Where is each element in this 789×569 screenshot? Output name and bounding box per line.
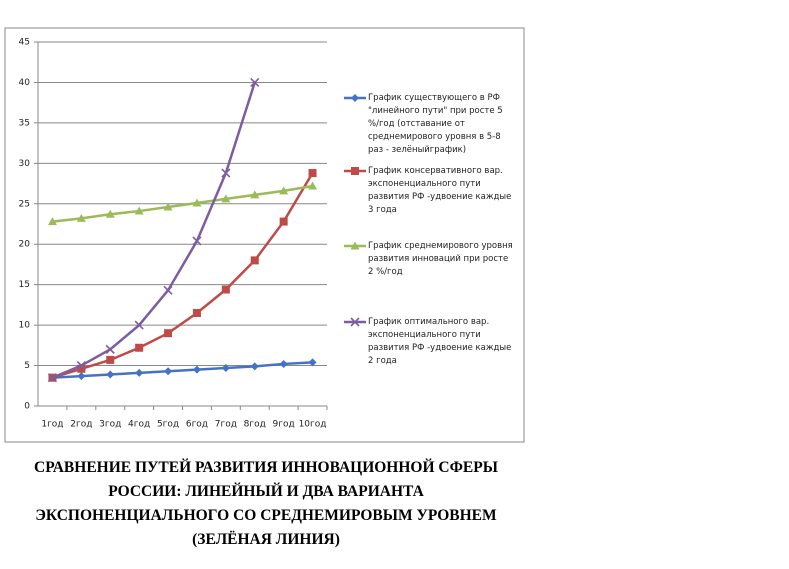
legend-marker — [350, 241, 360, 250]
legend-marker — [350, 317, 360, 327]
y-tick-label: 5 — [24, 361, 30, 371]
y-tick-label: 20 — [19, 240, 31, 250]
data-point — [134, 206, 144, 215]
x-tick-label: 5год — [157, 420, 179, 430]
data-point — [192, 198, 202, 207]
data-point — [76, 360, 86, 371]
chart-title: СРАВНЕНИЕ ПУТЕЙ РАЗВИТИЯ ИННОВАЦИОННОЙ С… — [34, 459, 498, 548]
data-point — [135, 343, 144, 352]
y-tick-label: 25 — [19, 199, 30, 209]
y-tick-label: 45 — [19, 38, 30, 48]
data-point — [250, 190, 260, 199]
data-point — [192, 308, 201, 317]
series-line — [52, 184, 313, 223]
data-point — [47, 217, 57, 226]
y-tick-label: 35 — [19, 118, 30, 128]
data-point — [76, 213, 86, 222]
data-point — [105, 344, 115, 354]
x-tick-label: 1год — [41, 420, 63, 430]
data-point — [164, 329, 173, 338]
x-tick-label: 4год — [128, 420, 150, 430]
x-tick-label: 6год — [186, 420, 208, 430]
legend-label: График оптимального вар. экспоненциально… — [368, 317, 512, 366]
legend-marker — [351, 94, 359, 102]
data-point — [105, 209, 115, 218]
series-line — [51, 82, 256, 379]
data-point — [221, 363, 230, 372]
data-point — [250, 77, 260, 88]
data-point — [192, 365, 201, 374]
legend-label: График консервативного вар. экспоненциал… — [368, 166, 512, 215]
data-point — [192, 236, 202, 246]
data-point — [250, 362, 259, 371]
data-point — [164, 367, 173, 376]
legend-label: График среднемирового уровня развития ин… — [368, 241, 513, 277]
y-tick-label: 30 — [19, 159, 31, 169]
chart-border — [4, 27, 525, 443]
data-point — [77, 364, 86, 373]
data-point — [163, 202, 173, 211]
x-tick-label: 8год — [244, 420, 266, 430]
data-point — [163, 285, 173, 295]
data-point — [308, 181, 318, 190]
legend-label: График существующего в РФ "линейного пут… — [368, 93, 503, 155]
y-tick-label: 40 — [19, 78, 31, 88]
data-point — [135, 368, 144, 377]
data-point — [250, 256, 259, 265]
y-tick-label: 10 — [19, 321, 31, 331]
series-line — [52, 172, 314, 379]
series-line — [52, 361, 313, 379]
x-tick-label: 7год — [215, 420, 237, 430]
y-tick-label: 15 — [19, 280, 30, 290]
x-tick-label: 10год — [299, 420, 327, 430]
data-point — [221, 285, 230, 294]
x-tick-label: 3год — [99, 420, 121, 430]
data-point — [308, 169, 317, 178]
data-point — [279, 359, 288, 368]
y-tick-label: 0 — [24, 402, 30, 412]
data-point — [221, 194, 231, 203]
x-tick-label: 2год — [70, 420, 92, 430]
x-tick-label: 9год — [273, 420, 295, 430]
data-point — [134, 320, 144, 330]
data-point — [47, 373, 58, 383]
data-point — [77, 372, 86, 381]
data-point — [279, 217, 288, 226]
data-point — [106, 355, 115, 364]
data-point — [308, 358, 317, 367]
data-point — [221, 168, 231, 178]
data-point — [279, 186, 289, 195]
legend-marker — [351, 167, 359, 175]
data-point — [106, 370, 115, 379]
